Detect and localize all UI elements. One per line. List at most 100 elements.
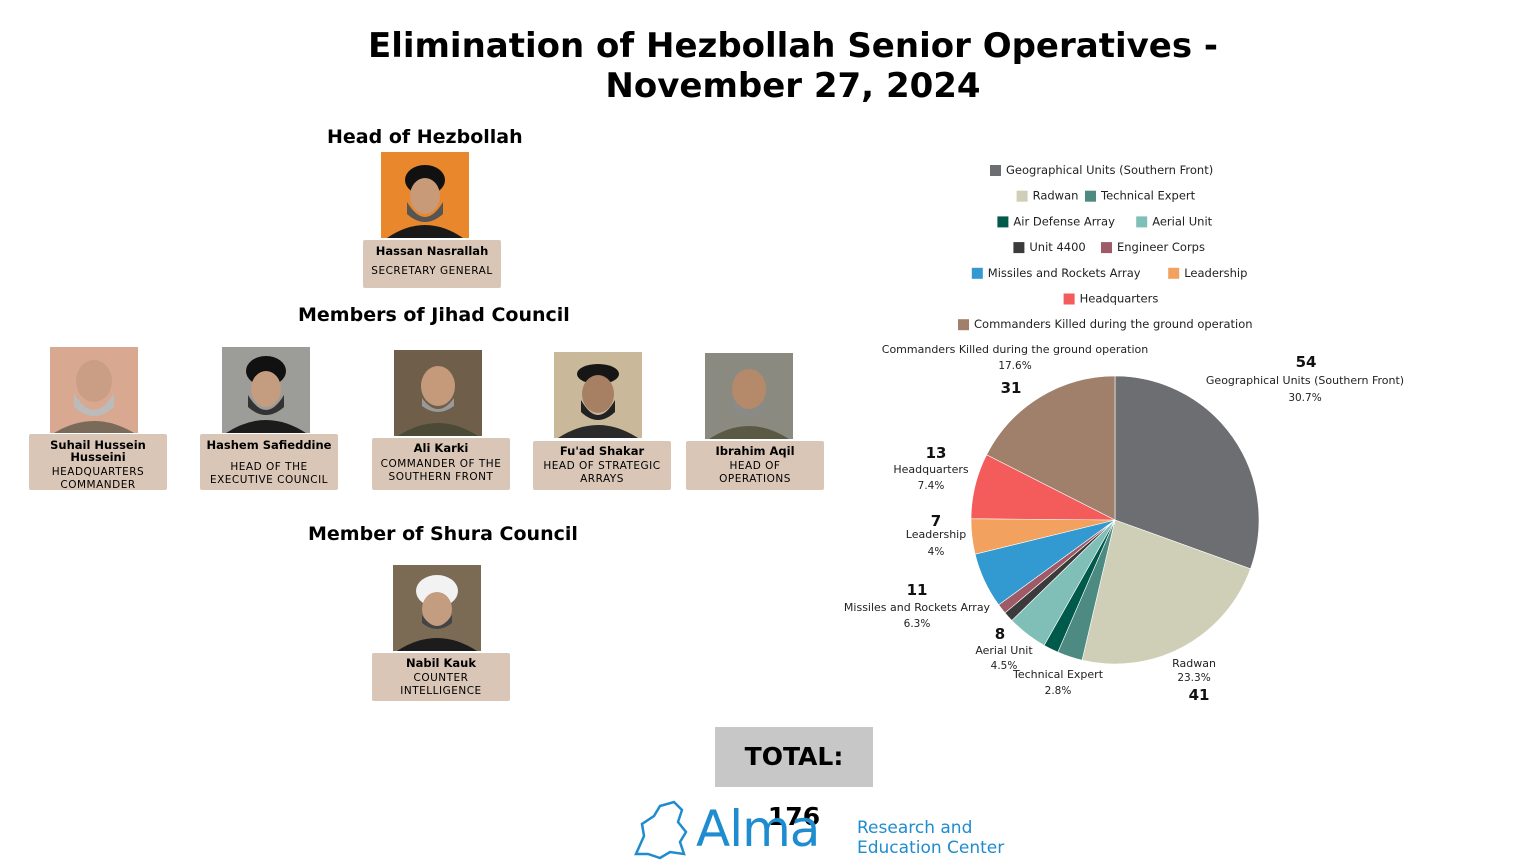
legend-swatch xyxy=(1063,293,1075,305)
section-shura-council: Member of Shura Council xyxy=(308,523,578,545)
pie-label-geographical-units-southern-front: Geographical Units (Southern Front) 30.7%… xyxy=(1206,353,1404,404)
pie-slice-radwan xyxy=(1081,519,1251,665)
person-name: Hassan Nasrallah xyxy=(375,244,489,258)
slice-percent-label: 4.5% xyxy=(991,660,1018,672)
slice-value-label: 11 xyxy=(907,581,928,599)
person-name: Suhail Hussein Husseini xyxy=(50,438,146,464)
person-nameplate: Suhail Hussein Husseini HEADQUARTERS COM… xyxy=(29,434,167,491)
legend-label: Technical Expert xyxy=(1100,189,1196,203)
legend-label: Leadership xyxy=(1184,266,1247,280)
legend-item-geographical-units-southern-front: Geographical Units (Southern Front) xyxy=(990,163,1213,177)
person-name: Hashem Safieddine xyxy=(206,438,332,452)
slice-name-label: Radwan xyxy=(1172,657,1216,670)
pie-label-headquarters: Headquarters 7.4% 13 xyxy=(893,444,969,492)
person-role: COUNTER INTELLIGENCE xyxy=(400,672,482,697)
section-head-of-hezbollah: Head of Hezbollah xyxy=(327,126,523,148)
legend-label: Air Defense Array xyxy=(1013,214,1115,228)
slice-percent-label: 2.8% xyxy=(1045,685,1072,697)
legend-item-commanders-killed-during-the-ground-operation: Commanders Killed during the ground oper… xyxy=(958,317,1253,331)
slice-percent-label: 4% xyxy=(928,546,945,558)
portrait-photo xyxy=(393,565,481,651)
legend-swatch xyxy=(990,165,1001,176)
person-nameplate: Hashem Safieddine HEAD OF THE EXECUTIVE … xyxy=(200,434,338,490)
section-jihad-council: Members of Jihad Council xyxy=(298,304,570,326)
pie-chart: Geographical Units (Southern Front) Radwa… xyxy=(844,163,1404,704)
person-role: HEAD OF OPERATIONS xyxy=(719,460,791,485)
legend-label: Headquarters xyxy=(1080,292,1159,306)
legend-label: Missiles and Rockets Array xyxy=(988,266,1141,280)
person-role: HEAD OF THE EXECUTIVE COUNCIL xyxy=(209,461,329,486)
person-name: Nabil Kauk xyxy=(405,656,476,670)
person-name: Ibrahim Aqil xyxy=(715,444,795,458)
portrait-photo xyxy=(381,152,469,238)
slice-value-label: 7 xyxy=(931,512,941,530)
portrait-photo xyxy=(705,353,793,439)
pie-label-aerial-unit: Aerial Unit 4.5% 8 xyxy=(975,625,1033,672)
alma-logo: Alma Research and Education Center xyxy=(630,796,1050,862)
legend-swatch xyxy=(1013,242,1025,254)
portrait-photo xyxy=(50,347,138,433)
legend-label: Engineer Corps xyxy=(1117,240,1205,254)
chart-legend: Geographical Units (Southern Front) Radwa… xyxy=(958,163,1253,331)
slice-name-label: Commanders Killed during the ground oper… xyxy=(882,343,1148,356)
pie-label-radwan: Radwan 23.3% 41 xyxy=(1172,657,1216,704)
person-role: HEAD OF STRATEGIC ARRAYS xyxy=(543,460,661,485)
legend-swatch xyxy=(997,216,1009,228)
logo-wordmark: Alma xyxy=(696,800,820,858)
person-nameplate: Fu'ad Shakar HEAD OF STRATEGIC ARRAYS xyxy=(533,441,671,490)
legend-item-aerial-unit: Aerial Unit xyxy=(1136,214,1213,228)
legend-swatch xyxy=(958,319,969,331)
legend-item-missiles-and-rockets-array: Missiles and Rockets Array xyxy=(971,266,1141,280)
legend-item-engineer-corps: Engineer Corps xyxy=(1101,240,1205,254)
person-nameplate: Hassan Nasrallah SECRETARY GENERAL xyxy=(363,240,501,288)
portrait-photo xyxy=(554,352,642,438)
legend-label: Geographical Units (Southern Front) xyxy=(1006,163,1213,177)
title-line-2: November 27, 2024 xyxy=(605,66,981,106)
logo-subtitle-line-2: Education Center xyxy=(857,838,1005,858)
pie-label-missiles-and-rockets-array: Missiles and Rockets Array 6.3% 11 xyxy=(844,581,991,630)
legend-label: Aerial Unit xyxy=(1152,214,1212,228)
slice-percent-label: 23.3% xyxy=(1177,672,1210,684)
slice-name-label: Geographical Units (Southern Front) xyxy=(1206,374,1404,387)
person-nameplate: Ali Karki COMMANDER OF THE SOUTHERN FRON… xyxy=(372,438,510,490)
slice-name-label: Leadership xyxy=(906,528,966,541)
slice-value-label: 8 xyxy=(995,625,1005,643)
slice-percent-label: 7.4% xyxy=(918,480,945,492)
legend-swatch xyxy=(1016,190,1028,202)
slice-value-label: 13 xyxy=(926,444,947,462)
legend-label: Commanders Killed during the ground oper… xyxy=(974,317,1253,331)
title-line-1: Elimination of Hezbollah Senior Operativ… xyxy=(367,26,1219,66)
slice-name-label: Technical Expert xyxy=(1012,668,1104,681)
legend-swatch xyxy=(1136,216,1148,228)
slice-value-label: 41 xyxy=(1189,686,1210,704)
person-role: COMMANDER OF THE SOUTHERN FRONT xyxy=(380,458,502,483)
legend-swatch xyxy=(1101,242,1112,254)
person-name: Fu'ad Shakar xyxy=(559,444,645,458)
legend-swatch xyxy=(971,267,983,279)
portrait-photo xyxy=(222,347,310,433)
page-title: Elimination of Hezbollah Senior Operativ… xyxy=(300,26,1286,106)
slice-value-label: 31 xyxy=(1001,379,1022,397)
legend-swatch xyxy=(1168,267,1180,279)
legend-item-air-defense-array: Air Defense Array xyxy=(997,214,1115,228)
slice-value-label: 54 xyxy=(1296,353,1317,371)
pie-label-technical-expert: Technical Expert 2.8% xyxy=(1012,668,1104,697)
person-name: Ali Karki xyxy=(413,441,469,455)
portrait-photo xyxy=(394,350,482,436)
slice-percent-label: 30.7% xyxy=(1288,392,1321,404)
logo-subtitle: Research and Education Center xyxy=(857,818,1004,858)
pie-slices xyxy=(970,375,1260,665)
pie-label-commanders-killed-during-the-ground-operation: Commanders Killed during the ground oper… xyxy=(882,343,1148,397)
legend-swatch xyxy=(1085,190,1096,202)
legend-label: Unit 4400 xyxy=(1029,240,1085,254)
legend-label: Radwan xyxy=(1033,189,1079,203)
slice-percent-label: 6.3% xyxy=(904,618,931,630)
legend-item-radwan: Radwan xyxy=(1016,189,1079,203)
legend-item-leadership: Leadership xyxy=(1168,266,1247,280)
person-role: SECRETARY GENERAL xyxy=(371,265,493,277)
person-role: HEADQUARTERS COMMANDER xyxy=(51,466,145,491)
legend-item-unit-4400: Unit 4400 xyxy=(1013,240,1086,254)
pie-slice-commanders-killed-during-the-ground-operation xyxy=(986,375,1116,521)
legend-item-technical-expert: Technical Expert xyxy=(1085,189,1196,203)
total-badge: TOTAL: 176 xyxy=(715,727,873,831)
